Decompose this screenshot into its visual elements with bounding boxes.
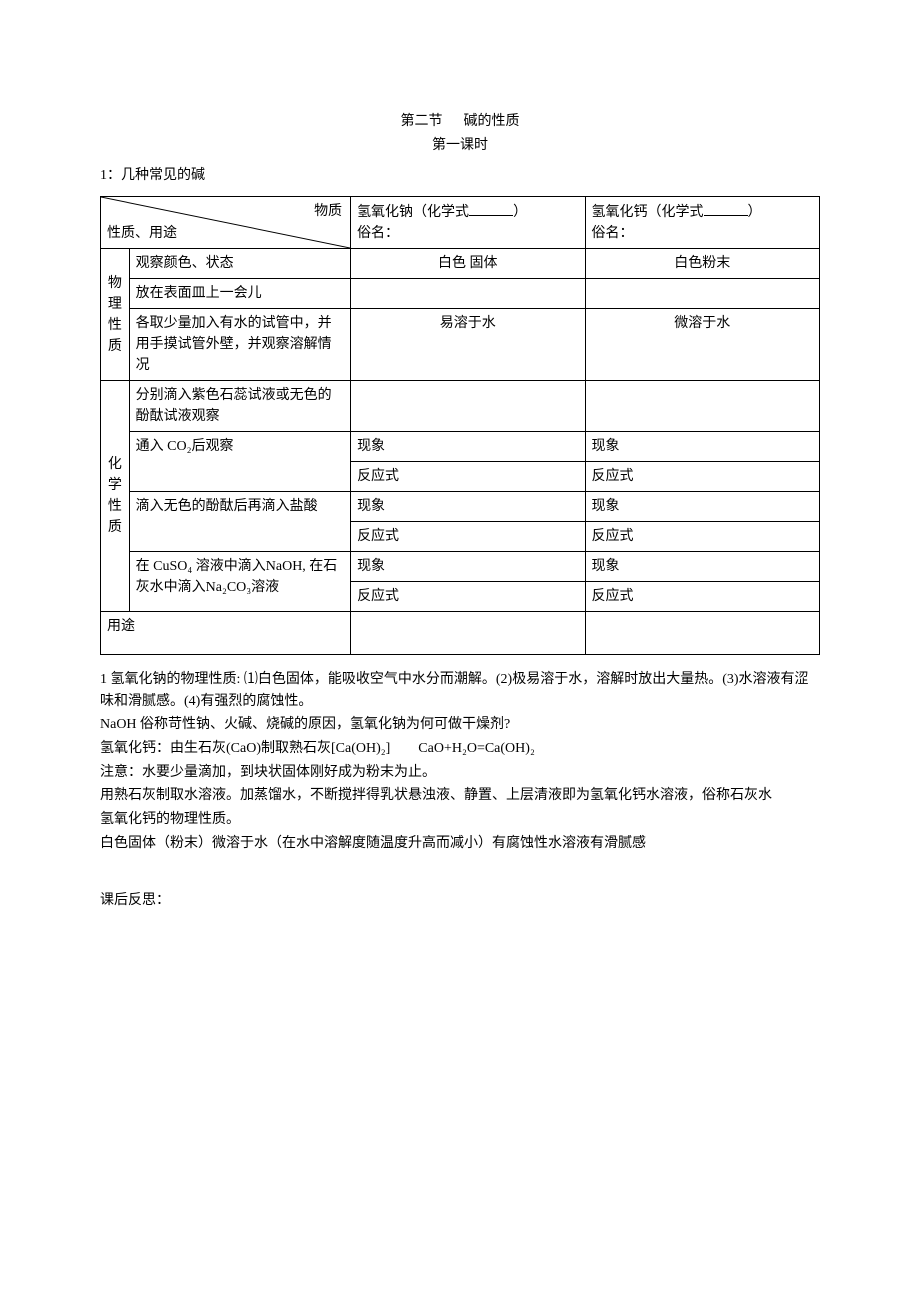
group-uses: 用途	[101, 612, 351, 655]
table-header-row: 物质 性质、用途 氢氧化钠（化学式 ） 俗名： 氢氧化钙（化学式 ） 俗名：	[101, 197, 820, 249]
group-chemical: 化学性质	[101, 381, 130, 612]
properties-table: 物质 性质、用途 氢氧化钠（化学式 ） 俗名： 氢氧化钙（化学式 ） 俗名： 物理性…	[100, 196, 820, 655]
diagonal-header-cell: 物质 性质、用途	[101, 197, 351, 249]
chem-naoh-4-obs: 现象	[351, 552, 585, 582]
table-row: 各取少量加入有水的试管中，并用手摸试管外壁，并观察溶解情况 易溶于水 微溶于水	[101, 309, 820, 381]
phys-exp-3: 各取少量加入有水的试管中，并用手摸试管外壁，并观察溶解情况	[129, 309, 350, 381]
chem-naoh-3-eq: 反应式	[351, 522, 585, 552]
para-7: 白色固体（粉末）微溶于水（在水中溶解度随温度升高而减小）有腐蚀性水溶液有滑腻感	[100, 833, 820, 855]
chem-naoh-3-obs: 现象	[351, 492, 585, 522]
chem-exp-3: 滴入无色的酚酞后再滴入盐酸	[129, 492, 350, 552]
group-chemical-label: 化学性质	[108, 457, 122, 535]
para-3: 氢氧化钙：由生石灰(CaO)制取熟石灰[Ca(OH)₂] CaO+H₂O=Ca(…	[100, 738, 820, 760]
phys-caoh-3: 微溶于水	[585, 309, 819, 381]
caoh-formula-blank[interactable]	[704, 201, 748, 216]
group-physical-label: 物理性质	[108, 276, 122, 354]
phys-naoh-3: 易溶于水	[351, 309, 585, 381]
chem-exp-2: 通入 CO₂后观察	[129, 432, 350, 492]
title-topic: 碱的性质	[464, 114, 520, 129]
phys-exp-1: 观察颜色、状态	[129, 249, 350, 279]
phys-exp-2: 放在表面皿上一会儿	[129, 279, 350, 309]
para-4: 注意：水要少量滴加，到块状固体刚好成为粉末为止。	[100, 762, 820, 784]
naoh-alias-label: 俗名：	[357, 226, 399, 241]
chem-caoh-4-obs: 现象	[585, 552, 819, 582]
caoh-alias-label: 俗名：	[592, 226, 634, 241]
chem-exp-1: 分别滴入紫色石蕊试液或无色的酚酞试液观察	[129, 381, 350, 432]
naoh-suffix: ）	[513, 205, 527, 220]
subtitle: 第一课时	[100, 134, 820, 154]
chem-naoh-4-eq: 反应式	[351, 582, 585, 612]
para-5: 用熟石灰制取水溶液。加蒸馏水，不断搅拌得乳状悬浊液、静置、上层清液即为氢氧化钙水…	[100, 785, 820, 807]
uses-naoh	[351, 612, 585, 655]
chem-exp-4: 在 CuSO₄ 溶液中滴入NaOH, 在石灰水中滴入Na₂CO₃溶液	[129, 552, 350, 612]
title-section: 第二节	[401, 114, 443, 129]
chem-caoh-3-eq: 反应式	[585, 522, 819, 552]
table-row: 在 CuSO₄ 溶液中滴入NaOH, 在石灰水中滴入Na₂CO₃溶液 现象 现象	[101, 552, 820, 582]
table-row: 放在表面皿上一会儿	[101, 279, 820, 309]
chem-caoh-1	[585, 381, 819, 432]
para-2: NaOH 俗称苛性钠、火碱、烧碱的原因，氢氧化钠为何可做干燥剂?	[100, 714, 820, 736]
chem-naoh-2-eq: 反应式	[351, 462, 585, 492]
table-row: 物理性质 观察颜色、状态 白色 固体 白色粉末	[101, 249, 820, 279]
page-title: 第二节 碱的性质	[100, 110, 820, 130]
diag-top-label: 物质	[314, 201, 342, 222]
naoh-label: 氢氧化钠（化学式	[357, 205, 469, 220]
body-text-block: 1 氢氧化钠的物理性质: ⑴白色固体，能吸收空气中水分而潮解。(2)极易溶于水，…	[100, 669, 820, 855]
para-6: 氢氧化钙的物理性质。	[100, 809, 820, 831]
para-1: 1 氢氧化钠的物理性质: ⑴白色固体，能吸收空气中水分而潮解。(2)极易溶于水，…	[100, 669, 820, 712]
phys-caoh-1: 白色粉末	[585, 249, 819, 279]
naoh-formula-blank[interactable]	[469, 201, 513, 216]
table-row: 化学性质 分别滴入紫色石蕊试液或无色的酚酞试液观察	[101, 381, 820, 432]
caoh-suffix: ）	[748, 205, 762, 220]
phys-naoh-2	[351, 279, 585, 309]
caoh-label: 氢氧化钙（化学式	[592, 205, 704, 220]
chem-caoh-2-obs: 现象	[585, 432, 819, 462]
uses-caoh	[585, 612, 819, 655]
chem-caoh-3-obs: 现象	[585, 492, 819, 522]
diag-bottom-label: 性质、用途	[107, 223, 177, 244]
chem-naoh-2-obs: 现象	[351, 432, 585, 462]
table-row: 用途	[101, 612, 820, 655]
col-header-caoh: 氢氧化钙（化学式 ） 俗名：	[585, 197, 819, 249]
chem-naoh-1	[351, 381, 585, 432]
col-header-naoh: 氢氧化钠（化学式 ） 俗名：	[351, 197, 585, 249]
group-physical: 物理性质	[101, 249, 130, 381]
table-row: 滴入无色的酚酞后再滴入盐酸 现象 现象	[101, 492, 820, 522]
chem-caoh-2-eq: 反应式	[585, 462, 819, 492]
phys-caoh-2	[585, 279, 819, 309]
chem-caoh-4-eq: 反应式	[585, 582, 819, 612]
phys-naoh-1: 白色 固体	[351, 249, 585, 279]
section-1-label: 1：几种常见的碱	[100, 164, 820, 184]
table-row: 通入 CO₂后观察 现象 现象	[101, 432, 820, 462]
reflection-label: 课后反思：	[100, 889, 820, 909]
